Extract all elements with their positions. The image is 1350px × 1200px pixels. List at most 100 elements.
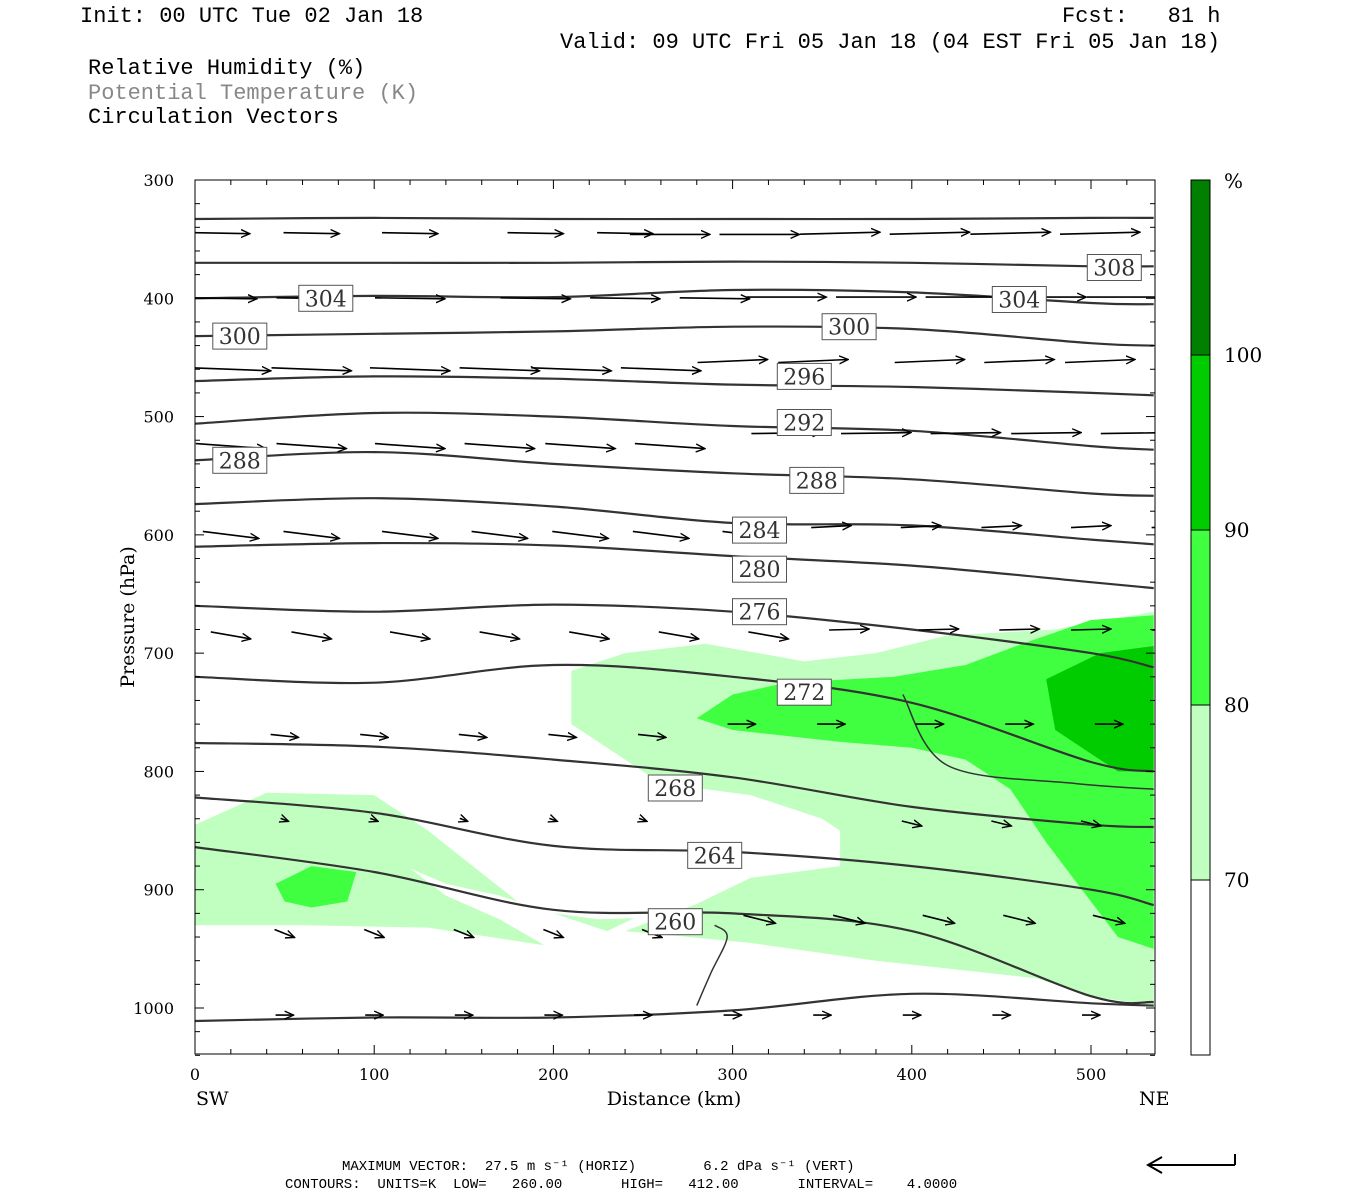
circulation-vector xyxy=(369,368,450,371)
circulation-vector xyxy=(970,232,1050,234)
contour-label-box xyxy=(732,555,787,583)
circulation-vector xyxy=(1070,526,1111,528)
circulation-vector xyxy=(889,232,970,234)
circulation-vector xyxy=(748,631,788,639)
circulation-vector xyxy=(370,818,378,821)
contour-label-box xyxy=(776,678,832,706)
contour-label-box xyxy=(821,313,877,341)
isentrope-276-9 xyxy=(195,603,1154,669)
low-level-contour xyxy=(696,924,728,1006)
circulation-vector xyxy=(464,442,535,449)
circulation-vector xyxy=(620,368,701,371)
x-tick-label: 200 xyxy=(538,1065,569,1084)
circulation-vector xyxy=(471,530,528,538)
y-tick-label: 800 xyxy=(143,762,174,781)
contour-label-box xyxy=(789,466,845,494)
circulation-vector xyxy=(778,360,848,363)
contour-label: 280 xyxy=(739,558,781,583)
isentrope-260-13 xyxy=(195,846,1154,1005)
circulation-vector xyxy=(922,914,955,923)
circulation-vector xyxy=(381,233,438,234)
isentrope-292-5 xyxy=(195,411,1154,451)
contour-label: 284 xyxy=(739,519,781,544)
circulation-vector xyxy=(548,734,576,737)
contour-label-box xyxy=(776,362,832,390)
circulation-vector xyxy=(639,818,647,821)
circulation-vector xyxy=(202,530,259,538)
circulation-vector xyxy=(374,298,445,299)
y-tick-label: 500 xyxy=(143,408,174,427)
isentrope-272-10 xyxy=(195,663,1154,773)
contour-label-box xyxy=(298,284,354,312)
legend-rh: Relative Humidity (%) xyxy=(88,56,366,81)
circulation-vector xyxy=(374,442,445,449)
isentrope-288-6 xyxy=(195,450,1154,497)
colorbar-band xyxy=(1190,879,1211,1056)
contour-label: 300 xyxy=(219,325,261,350)
circulation-vector xyxy=(637,734,666,737)
forecast-hour: Fcst: 81 h xyxy=(1062,4,1221,29)
circulation-vector xyxy=(918,629,959,630)
circulation-vector xyxy=(743,914,776,923)
circulation-vector xyxy=(1059,232,1140,234)
circulation-vector xyxy=(1080,821,1101,826)
circulation-vector xyxy=(901,821,922,826)
x-tick-label: 400 xyxy=(897,1065,928,1084)
contour-label-box xyxy=(732,598,787,626)
contour-label: 268 xyxy=(654,777,696,802)
y-tick-label: 700 xyxy=(143,644,174,663)
contour-label-box xyxy=(212,322,268,350)
circulation-vector xyxy=(291,631,332,639)
contour-label: 260 xyxy=(654,911,696,936)
circulation-vector xyxy=(840,433,911,434)
circulation-vector xyxy=(658,631,699,639)
circulation-vector xyxy=(459,368,540,371)
isentrope-280-8 xyxy=(195,541,1154,590)
isentrope-308-1 xyxy=(195,260,1154,268)
circulation-vector xyxy=(634,442,705,449)
isentrope-304-2 xyxy=(195,288,1154,306)
x-tick-label: 300 xyxy=(717,1065,748,1084)
colorbar-label: 70 xyxy=(1224,868,1249,892)
circulation-vector xyxy=(1151,526,1155,529)
circulation-vector xyxy=(832,914,865,923)
circulation-vector xyxy=(274,928,295,938)
contour-label-box xyxy=(647,774,703,802)
circulation-vector xyxy=(1151,629,1155,631)
contour-label: 276 xyxy=(739,601,781,626)
y-tick-label: 900 xyxy=(143,881,174,900)
contour-label: 292 xyxy=(783,412,825,437)
circulation-vector xyxy=(276,442,347,449)
isentrope-308-0 xyxy=(195,216,1154,221)
contour-label: 304 xyxy=(998,289,1040,314)
colorbar-band xyxy=(1190,529,1211,706)
contours-info: CONTOURS: UNITS=K LOW= 260.00 HIGH= 412.… xyxy=(285,1177,958,1193)
max-vector-info: MAXIMUM VECTOR: 27.5 m s⁻¹ (HORIZ) 6.2 d… xyxy=(342,1159,855,1175)
legend-theta: Potential Temperature (K) xyxy=(88,81,419,106)
init-time: Init: 00 UTC Tue 02 Jan 18 xyxy=(80,4,424,29)
isentrope-296-4 xyxy=(195,375,1154,397)
colorbar-band xyxy=(1190,179,1211,356)
contour-label: 288 xyxy=(219,449,261,474)
circulation-vector xyxy=(270,734,299,737)
circulation-vector xyxy=(590,298,660,299)
contour-label: 264 xyxy=(694,844,736,869)
endpoint-right: NE xyxy=(1139,1088,1170,1110)
circulation-vector xyxy=(679,298,750,299)
rh-region-90 xyxy=(1046,646,1154,772)
circulation-vector xyxy=(281,818,289,821)
colorbar-label: 80 xyxy=(1224,693,1249,717)
circulation-vector xyxy=(697,360,768,363)
contour-label: 300 xyxy=(828,316,870,341)
contour-label: 288 xyxy=(796,469,838,494)
circulation-vector xyxy=(894,360,965,363)
circulation-vector xyxy=(900,526,941,528)
contour-label-box xyxy=(647,908,703,936)
circulation-vector xyxy=(1011,433,1081,434)
x-tick-label: 100 xyxy=(359,1065,390,1084)
reference-vector-icon xyxy=(1145,1154,1236,1174)
plot-frame xyxy=(194,179,1156,1055)
contour-label: 304 xyxy=(305,287,347,312)
circulation-vector xyxy=(479,631,520,639)
